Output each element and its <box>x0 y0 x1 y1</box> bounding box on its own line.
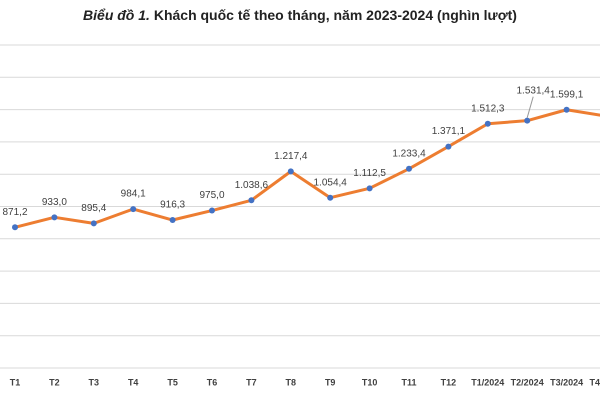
marker <box>287 168 294 175</box>
marker <box>484 120 491 127</box>
marker <box>169 217 176 224</box>
x-tick-label: T3 <box>89 377 100 387</box>
marker <box>248 197 255 204</box>
x-tick-label: T6 <box>207 377 218 387</box>
value-label: 975,0 <box>199 190 224 201</box>
x-tick-label: T10 <box>362 377 378 387</box>
x-tick-label: T4/2024 <box>589 377 600 387</box>
marker <box>51 214 58 221</box>
marker <box>130 206 137 213</box>
marker <box>90 220 97 227</box>
value-label: 984,1 <box>121 189 146 200</box>
x-tick-label: T11 <box>401 377 416 387</box>
marker <box>12 224 18 231</box>
marker <box>209 207 215 214</box>
leader-line <box>526 96 534 118</box>
title-text: Khách quốc tế theo tháng, năm 2023-2024 … <box>154 7 517 23</box>
x-tick-label: T7 <box>246 377 257 387</box>
value-label: 895,4 <box>81 203 106 214</box>
marker <box>406 165 412 172</box>
marker <box>563 106 570 113</box>
marker <box>524 117 531 124</box>
x-tick-label: T5 <box>167 377 178 387</box>
value-label: 916,3 <box>160 200 185 211</box>
title-prefix: Biểu đồ 1. <box>83 7 150 23</box>
x-tick-label: T12 <box>441 377 457 387</box>
value-label: 1.599,1 <box>550 89 584 100</box>
value-label: 1.512,3 <box>471 103 505 114</box>
value-label: 1.531,4 <box>517 85 551 96</box>
x-tick-label: T1/2024 <box>471 377 504 387</box>
x-tick-label: T1 <box>10 377 21 387</box>
x-tick-label: T2 <box>49 377 60 387</box>
x-tick-label: T4 <box>128 377 139 387</box>
value-label: 871,2 <box>2 207 27 218</box>
x-tick-label: T9 <box>325 377 336 387</box>
x-tick-label: T8 <box>286 377 297 387</box>
x-tick-label: T2/2024 <box>511 377 544 387</box>
value-label: 1.112,5 <box>353 168 386 179</box>
value-label: 1.371,1 <box>432 126 466 137</box>
chart-title: Biểu đồ 1. Khách quốc tế theo tháng, năm… <box>83 7 517 23</box>
line <box>14 108 600 229</box>
value-label: 1.038,6 <box>235 180 269 191</box>
value-label: 1.233,4 <box>392 148 426 159</box>
value-label: 1.217,4 <box>274 151 308 162</box>
marker <box>366 185 373 192</box>
marker <box>445 143 452 150</box>
value-label: 933,0 <box>42 197 67 208</box>
value-label: 1.054,4 <box>314 177 348 188</box>
marker <box>327 194 334 201</box>
x-tick-label: T3/2024 <box>550 377 583 387</box>
